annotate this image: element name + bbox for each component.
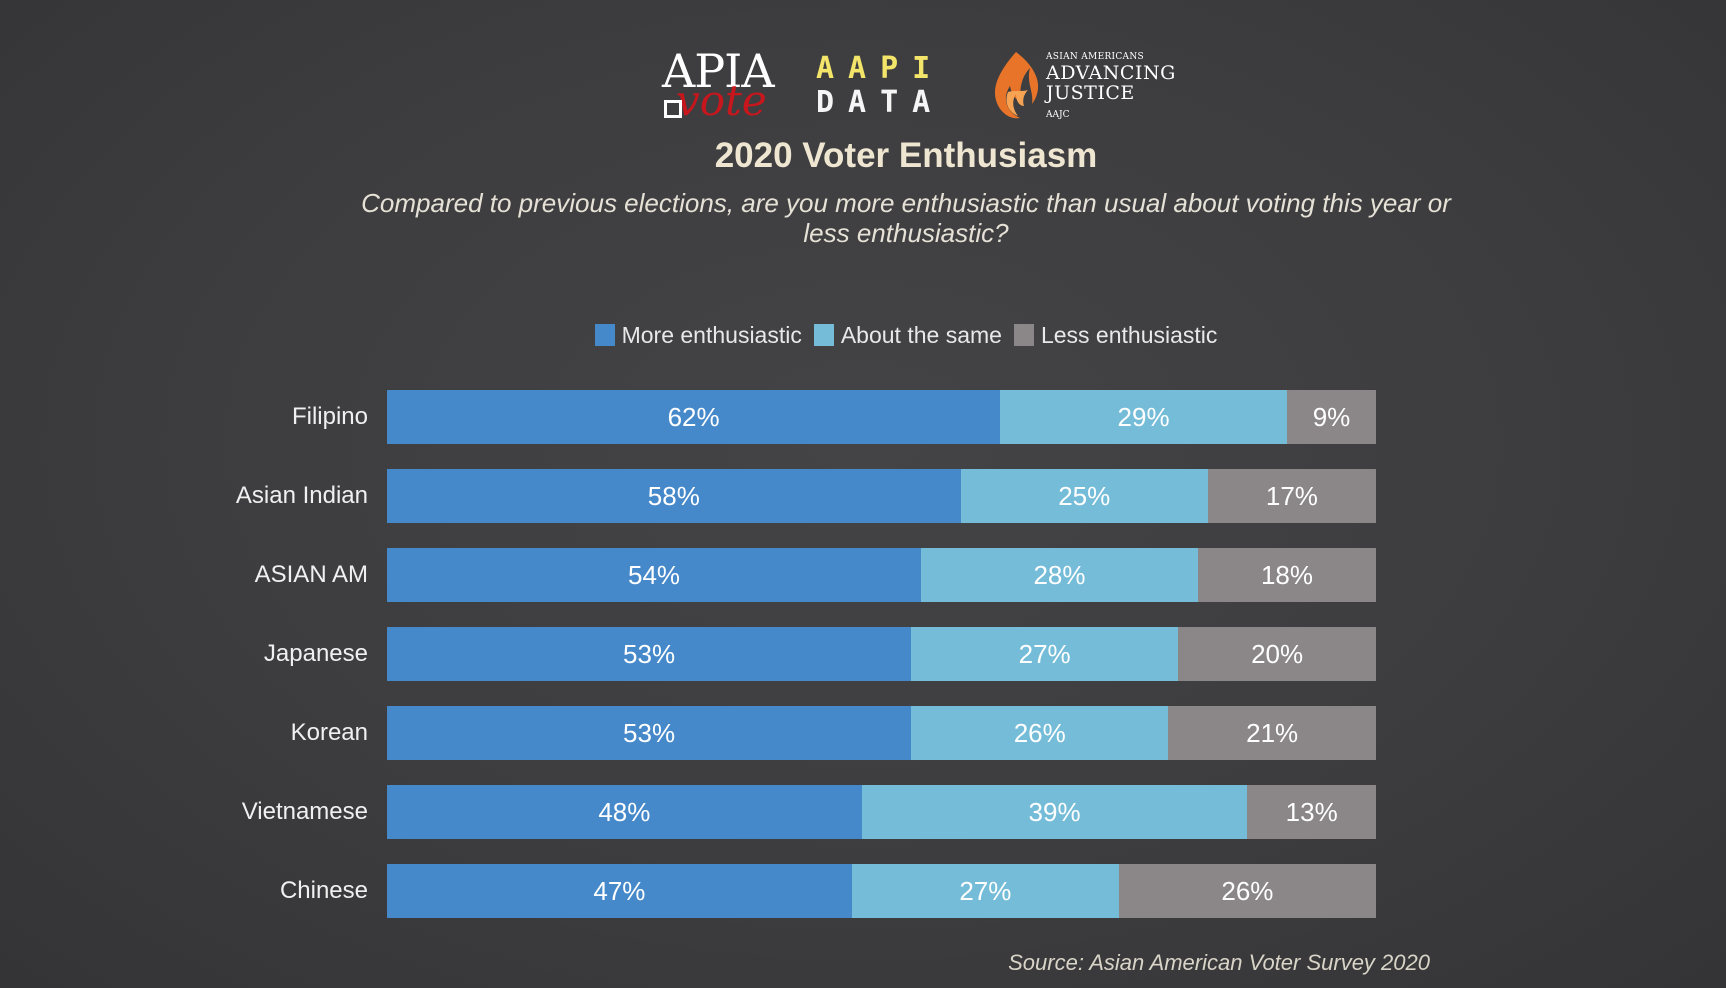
bar-segment: 17% (1207, 469, 1376, 523)
legend-swatch (813, 324, 834, 346)
data-label: 25% (1058, 481, 1111, 511)
chart-subtitle: Compared to previous elections, are you … (361, 188, 1451, 248)
category-label: Vietnamese (241, 798, 368, 825)
data-label: 27% (959, 876, 1012, 906)
bar-segment: 29% (1000, 390, 1287, 444)
bar-segment: 39% (861, 785, 1248, 839)
data-label: 27% (1018, 639, 1071, 669)
legend-swatch (594, 324, 615, 346)
aajc-tagline: ASIAN AMERICANS (1046, 52, 1144, 62)
bar-segment: 27% (851, 864, 1119, 918)
bar-segment: 28% (921, 548, 1198, 602)
category-label: ASIAN AM (254, 561, 368, 588)
apia-logo-text: APIA (662, 44, 775, 98)
data-logo-text: DATA (816, 85, 945, 120)
bar-segment: 20% (1178, 627, 1376, 681)
data-label: 54% (628, 560, 681, 590)
stacked-bar: 48% 39% 13% (387, 785, 1376, 839)
category-label: Korean (290, 719, 368, 746)
data-label: 21% (1246, 718, 1299, 748)
stacked-bar: 62% 29% 9% (387, 390, 1376, 444)
stacked-bar: 53% 27% 20% (387, 627, 1376, 681)
aapi-data-logo: AAPI DATA (816, 52, 956, 124)
data-label: 18% (1260, 560, 1313, 590)
flame-icon (994, 52, 1039, 119)
bar-segment: 53% (387, 706, 912, 760)
aapi-logo-text: AAPI (816, 51, 945, 86)
bar-segment: 13% (1247, 785, 1376, 839)
bar-segment: 47% (387, 864, 852, 918)
data-label: 13% (1285, 797, 1338, 827)
bar-segment: 9% (1286, 390, 1376, 444)
apia-vote-logo: APIA vote (662, 44, 792, 125)
chart-legend: More enthusiastic About the same Less enth… (0, 322, 1726, 349)
data-label: 20% (1251, 639, 1304, 669)
data-label: 62% (667, 402, 720, 432)
legend-label: More enthusiastic (621, 322, 802, 348)
bar-segment: 27% (911, 627, 1179, 681)
bar-segment: 62% (387, 390, 1001, 444)
bar-segment: 25% (960, 469, 1208, 523)
legend-item: Less enthusiastic (1013, 322, 1218, 349)
aajc-logo: ASIAN AMERICANS ADVANCING JUSTICE AAJC (986, 48, 1186, 124)
bar-segment: 26% (911, 706, 1169, 760)
stacked-bar: 54% 28% 18% (387, 548, 1376, 602)
category-label: Filipino (291, 403, 368, 430)
aajc-line-1: ADVANCING (1046, 62, 1176, 84)
logo-bar: APIA vote AAPI DATA ASIAN AMERICANS ADVA… (0, 44, 1726, 126)
stacked-bar: 53% 26% 21% (387, 706, 1376, 760)
checkbox-icon (664, 100, 682, 118)
data-label: 26% (1221, 876, 1274, 906)
bar-segment: 58% (387, 469, 961, 523)
bar-segment: 53% (387, 627, 912, 681)
aajc-abbr: AAJC (1046, 110, 1070, 120)
category-label: Asian Indian (235, 482, 368, 509)
bar-segment: 18% (1197, 548, 1376, 602)
vote-logo-text: vote (676, 76, 767, 125)
legend-label: Less enthusiastic (1040, 322, 1218, 348)
bar-segment: 26% (1118, 864, 1376, 918)
stacked-bar: 47% 27% 26% (387, 864, 1376, 918)
data-label: 58% (647, 481, 700, 511)
data-label: 29% (1117, 402, 1170, 432)
data-label: 48% (598, 797, 651, 827)
data-label: 53% (623, 718, 676, 748)
category-label: Chinese (279, 877, 368, 904)
legend-swatch (1013, 324, 1034, 346)
data-label: 53% (623, 639, 676, 669)
data-label: 28% (1033, 560, 1086, 590)
legend-item: More enthusiastic (594, 322, 802, 349)
bar-segment: 54% (387, 548, 922, 602)
source-note: Source: Asian American Voter Survey 2020 (1008, 950, 1430, 975)
category-label: Japanese (263, 640, 368, 667)
data-label: 17% (1265, 481, 1318, 511)
data-label: 39% (1028, 797, 1081, 827)
chart-title: 2020 Voter Enthusiasm (714, 136, 1098, 175)
data-label: 47% (593, 876, 646, 906)
legend-label: About the same (840, 322, 1002, 348)
legend-item: About the same (813, 322, 1002, 349)
stacked-bar: 58% 25% 17% (387, 469, 1376, 523)
data-label: 26% (1013, 718, 1066, 748)
bar-segment: 21% (1168, 706, 1376, 760)
aajc-line-2: JUSTICE (1046, 82, 1135, 104)
bar-segment: 48% (387, 785, 862, 839)
data-label: 9% (1312, 402, 1351, 432)
